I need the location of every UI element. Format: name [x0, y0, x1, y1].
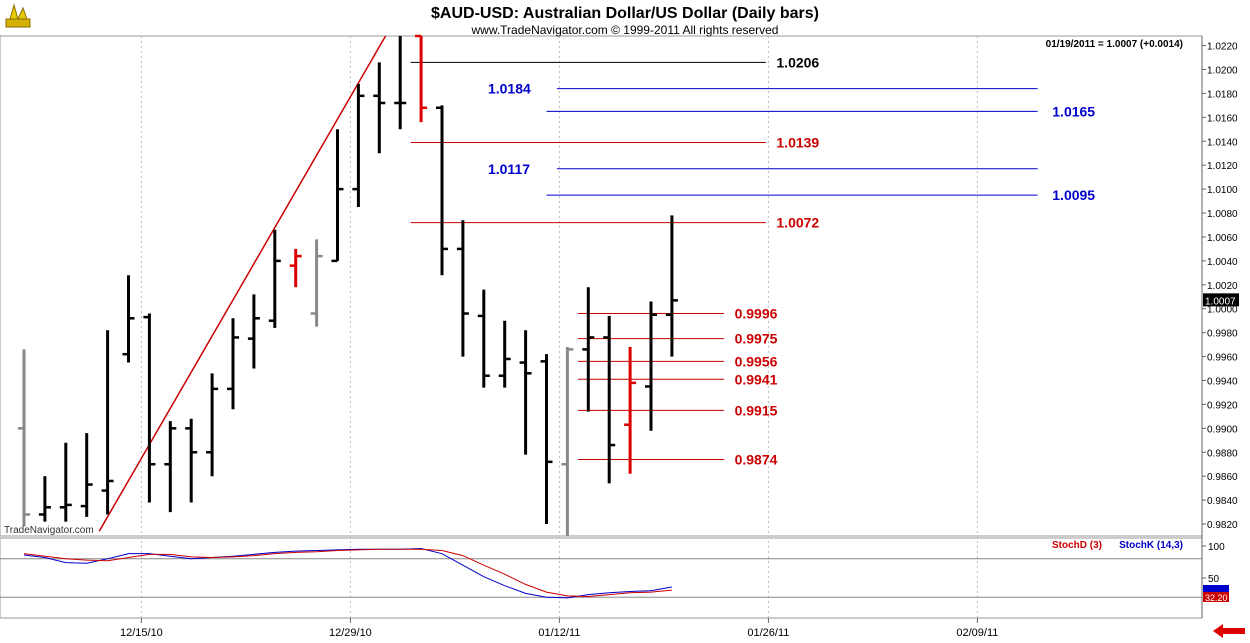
y-tick-label: 1.0020	[1207, 281, 1238, 292]
level-label: 0.9874	[735, 451, 778, 467]
chart-title: $AUD-USD: Australian Dollar/US Dollar (D…	[431, 5, 819, 22]
y-tick-label: 0.9900	[1207, 424, 1238, 435]
last-price-tag-text: 1.0007	[1205, 296, 1236, 307]
gridlines	[140, 36, 978, 618]
trendline	[98, 35, 387, 532]
price-panel	[0, 35, 1203, 537]
stoch-last-tag-text: 32.20	[1205, 593, 1228, 603]
level-label: 1.0072	[776, 215, 819, 231]
y-tick-label: 0.9980	[1207, 329, 1238, 340]
y-tick-label: 1.0160	[1207, 113, 1238, 124]
y-tick-label: 1.0040	[1207, 257, 1238, 268]
stochastic-panel	[0, 537, 1203, 619]
y-tick-label: 0.9880	[1207, 448, 1238, 459]
stochd-legend: StochD (3)	[1052, 540, 1102, 551]
level-label: 0.9956	[735, 353, 778, 369]
y-tick-label: 0.9940	[1207, 376, 1238, 387]
x-tick-label: 12/29/10	[329, 627, 372, 639]
y-tick-label: 1.0140	[1207, 137, 1238, 148]
gold-ship-logo-icon[interactable]	[5, 3, 31, 28]
stoch-last-tag: 32.20	[1203, 585, 1229, 603]
level-label: 1.0117	[488, 161, 530, 177]
level-label: 1.0206	[776, 54, 819, 70]
y-tick-label: 0.9860	[1207, 472, 1238, 483]
watermark: TradeNavigator.com	[4, 525, 94, 536]
y-tick-label: 0.9920	[1207, 400, 1238, 411]
level-label: 1.0095	[1052, 187, 1095, 203]
level-label: 0.9941	[735, 371, 778, 387]
last-price-tag: 1.0007	[1203, 293, 1239, 307]
stochk-line	[23, 548, 672, 599]
x-tick-label: 02/09/11	[956, 627, 998, 639]
level-label: 0.9915	[735, 402, 778, 418]
y-tick-label: 0.9960	[1207, 353, 1238, 364]
level-label: 1.0165	[1052, 103, 1095, 119]
y-tick-label: 1.0180	[1207, 89, 1238, 100]
stochastic-layer	[0, 548, 1202, 599]
y-tick-label: 1.0220	[1207, 42, 1238, 53]
last-quote: 01/19/2011 = 1.0007 (+0.0014)	[1046, 39, 1183, 50]
stoch-tick-label: 100	[1208, 542, 1225, 553]
level-label: 0.9996	[735, 306, 778, 322]
x-tick-label: 12/15/10	[120, 627, 163, 639]
bars-layer	[18, 34, 678, 536]
level-label: 1.0139	[776, 134, 819, 150]
x-tick-label: 01/12/11	[538, 627, 580, 639]
y-tick-label: 1.0000	[1207, 305, 1238, 316]
y-tick-label: 0.9840	[1207, 496, 1238, 507]
levels-layer: 1.0206 1.0184 1.0165 1.0139 1.0117 1.0095 1.00…	[410, 54, 1095, 467]
level-label: 1.0184	[488, 81, 531, 97]
level-label: 0.9975	[735, 331, 778, 347]
red-left-arrow-icon[interactable]	[1213, 624, 1245, 638]
y-tick-label: 1.0060	[1207, 233, 1238, 244]
copyright-text: www.TradeNavigator.com © 1999-2011 All r…	[471, 23, 779, 37]
time-axis: 12/15/10 12/29/10 01/12/11 01/26/11 02/09/11	[120, 618, 998, 639]
stoch-tick-label: 50	[1208, 574, 1220, 585]
y-tick-label: 1.0200	[1207, 65, 1238, 76]
trendline-layer	[98, 35, 387, 532]
stochd-line	[23, 548, 672, 598]
y-tick-label: 0.9820	[1207, 520, 1238, 531]
y-tick-label: 1.0120	[1207, 161, 1238, 172]
y-tick-label: 1.0100	[1207, 185, 1238, 196]
y-tick-label: 1.0080	[1207, 209, 1238, 220]
stochk-legend: StochK (14,3)	[1119, 540, 1183, 551]
price-axis: 1.0220 1.0200 1.0180 1.0160 1.0140 1.0120 1.01…	[1202, 42, 1238, 585]
x-tick-label: 01/26/11	[747, 627, 789, 639]
